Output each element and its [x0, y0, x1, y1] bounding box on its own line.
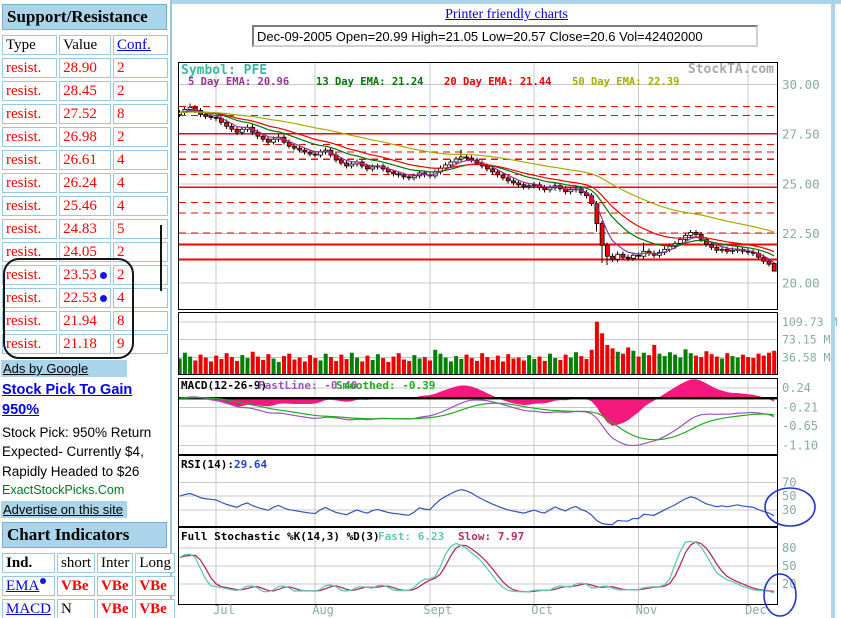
table-row: resist. 23.53 2: [2, 265, 168, 285]
svg-text:Full Stochastic %K(14,3) %D(3): Full Stochastic %K(14,3) %D(3): [181, 530, 380, 543]
ad-body-line: Stock Pick: 950% Return: [2, 424, 152, 440]
svg-text:70: 70: [782, 475, 796, 489]
svg-text:Smoothed: -0.39: Smoothed: -0.39: [336, 379, 435, 392]
table-row: resist. 28.45 2: [2, 81, 168, 101]
svg-text:109.73 M: 109.73 M: [782, 315, 837, 329]
svg-text:Symbol: PFE: Symbol: PFE: [181, 63, 267, 78]
blue-dot-icon: [99, 271, 107, 279]
svg-text:-0.21: -0.21: [782, 400, 818, 414]
svg-text:-1.10: -1.10: [782, 439, 818, 453]
sr-annotation-line: [160, 225, 162, 291]
svg-text:50 Day EMA: 22.39: 50 Day EMA: 22.39: [572, 76, 679, 88]
grid-layer: [179, 62, 777, 605]
chart-indicators-header: Chart Indicators: [2, 522, 167, 549]
ad-title-line1: Stock Pick To Gain: [2, 382, 133, 398]
svg-text:50: 50: [782, 559, 796, 573]
svg-text:RSI(14):: RSI(14):: [181, 458, 234, 471]
printer-friendly-link[interactable]: Printer friendly charts: [445, 7, 568, 22]
stock-chart-svg: Symbol: PFE StockTA.com 5 Day EMA: 20.96 13…: [177, 62, 837, 617]
stock-chart: Symbol: PFE StockTA.com 5 Day EMA: 20.96 13…: [177, 55, 841, 618]
quote-input[interactable]: [252, 25, 758, 47]
support-resistance-table: Type Value Conf. resist. 28.90 2 resist. 28.45 2…: [0, 32, 170, 357]
table-row: resist. 21.94 8: [2, 311, 168, 331]
svg-text:73.15 M: 73.15 M: [782, 333, 831, 347]
svg-text:27.50: 27.50: [782, 127, 820, 142]
stoch-oversold-circle: [763, 573, 797, 617]
ad-domain-link[interactable]: ExactStockPicks.Com: [2, 483, 125, 498]
table-header-row: Ind. short Inter Long: [2, 553, 176, 574]
svg-text:30: 30: [782, 503, 796, 517]
printer-link-row: Printer friendly charts: [172, 7, 841, 23]
svg-text:Fast: 6.23: Fast: 6.23: [378, 530, 444, 543]
svg-text:25.00: 25.00: [782, 176, 820, 191]
right-border-strip: [831, 0, 835, 618]
table-row: resist. 26.61 4: [2, 150, 168, 170]
svg-text:5 Day EMA: 20.96: 5 Day EMA: 20.96: [188, 76, 289, 88]
table-row: EMA VBe VBe VBe: [2, 576, 176, 597]
table-row: resist. 24.83 5: [2, 219, 168, 239]
blue-dot-icon: [40, 577, 47, 584]
sidebar: Support/Resistance Type Value Conf. resist.…: [0, 0, 176, 618]
svg-text:50: 50: [782, 489, 796, 503]
stochastic-layer: [179, 540, 775, 594]
svg-text:Aug: Aug: [312, 603, 334, 617]
axis-labels-layer: Symbol: PFE StockTA.com 5 Day EMA: 20.96 13…: [181, 62, 837, 617]
rsi-oversold-circle: [764, 487, 816, 527]
svg-text:Nov: Nov: [636, 603, 658, 617]
advertise-link[interactable]: Advertise on this site: [1, 501, 127, 519]
ad-title-link[interactable]: Stock Pick To Gain 950%: [2, 380, 168, 421]
volume-bars-layer: [177, 321, 777, 375]
chart-indicators-table: Ind. short Inter Long EMA VBe VBe VBe MACD N VBe VB…: [0, 550, 177, 618]
support-resistance-header: Support/Resistance: [2, 4, 167, 30]
svg-text:80: 80: [782, 541, 796, 555]
table-row: resist. 24.05 2: [2, 242, 168, 262]
svg-text:20.00: 20.00: [782, 276, 820, 291]
svg-text:30.00: 30.00: [782, 77, 820, 92]
svg-text:0.24: 0.24: [782, 381, 811, 395]
table-row: MACD N VBe VBe: [2, 599, 176, 618]
ad-body-line: Expected- Currently $4,: [2, 444, 144, 460]
table-row: resist. 26.24 4: [2, 173, 168, 193]
ads-by-google-link[interactable]: Ads by Google: [1, 360, 127, 377]
ad-body: Stock Pick: 950% Return Expected- Curren…: [2, 423, 168, 482]
svg-text:36.58 M: 36.58 M: [782, 350, 831, 364]
table-row: resist. 25.46 4: [2, 196, 168, 216]
svg-text:22.50: 22.50: [782, 226, 820, 241]
svg-text:20 Day EMA: 21.44: 20 Day EMA: 21.44: [444, 76, 551, 88]
svg-text:Dec: Dec: [745, 603, 767, 617]
table-row: resist. 21.18 9: [2, 334, 168, 354]
svg-text:Oct: Oct: [531, 603, 553, 617]
svg-text:Slow: 7.97: Slow: 7.97: [458, 530, 524, 543]
svg-text:FastLine: -0.40: FastLine: -0.40: [258, 379, 357, 392]
annotation-ellipses: [763, 487, 816, 617]
svg-text:StockTA.com: StockTA.com: [688, 62, 774, 77]
top-border-strip: [172, 0, 841, 4]
ad-body-line: Rapidly Headed to $26: [2, 463, 140, 479]
svg-text:13 Day EMA: 21.24: 13 Day EMA: 21.24: [316, 76, 423, 88]
svg-text:MACD(12-26-9): MACD(12-26-9): [181, 379, 267, 392]
ema-lines-layer: [179, 109, 775, 264]
table-row: resist. 28.90 2: [2, 58, 168, 78]
table-header-row: Type Value Conf.: [2, 35, 168, 55]
indicator-link-macd[interactable]: MACD: [6, 600, 52, 617]
svg-text:Sept: Sept: [423, 603, 452, 617]
table-row: resist. 22.53 4: [2, 288, 168, 308]
indicator-link-ema[interactable]: EMA: [6, 577, 40, 594]
chart-panel: Printer friendly charts Symbol: PFE Stock…: [172, 0, 841, 618]
svg-text:-0.65: -0.65: [782, 419, 818, 433]
macd-layer: [179, 379, 777, 447]
table-row: resist. 26.98 2: [2, 127, 168, 147]
ad-block: Stock Pick To Gain 950% Stock Pick: 950% …: [2, 380, 168, 497]
table-row: resist. 27.52 8: [2, 104, 168, 124]
conf-column-link[interactable]: Conf.: [117, 36, 151, 53]
svg-text:Jul: Jul: [213, 603, 235, 617]
blue-dot-icon: [99, 294, 107, 302]
rsi-layer: [179, 488, 775, 526]
svg-text:20: 20: [782, 577, 796, 591]
pane-borders: [178, 62, 778, 605]
ad-title-line2: 950%: [2, 402, 40, 419]
svg-text:29.64: 29.64: [234, 458, 267, 471]
